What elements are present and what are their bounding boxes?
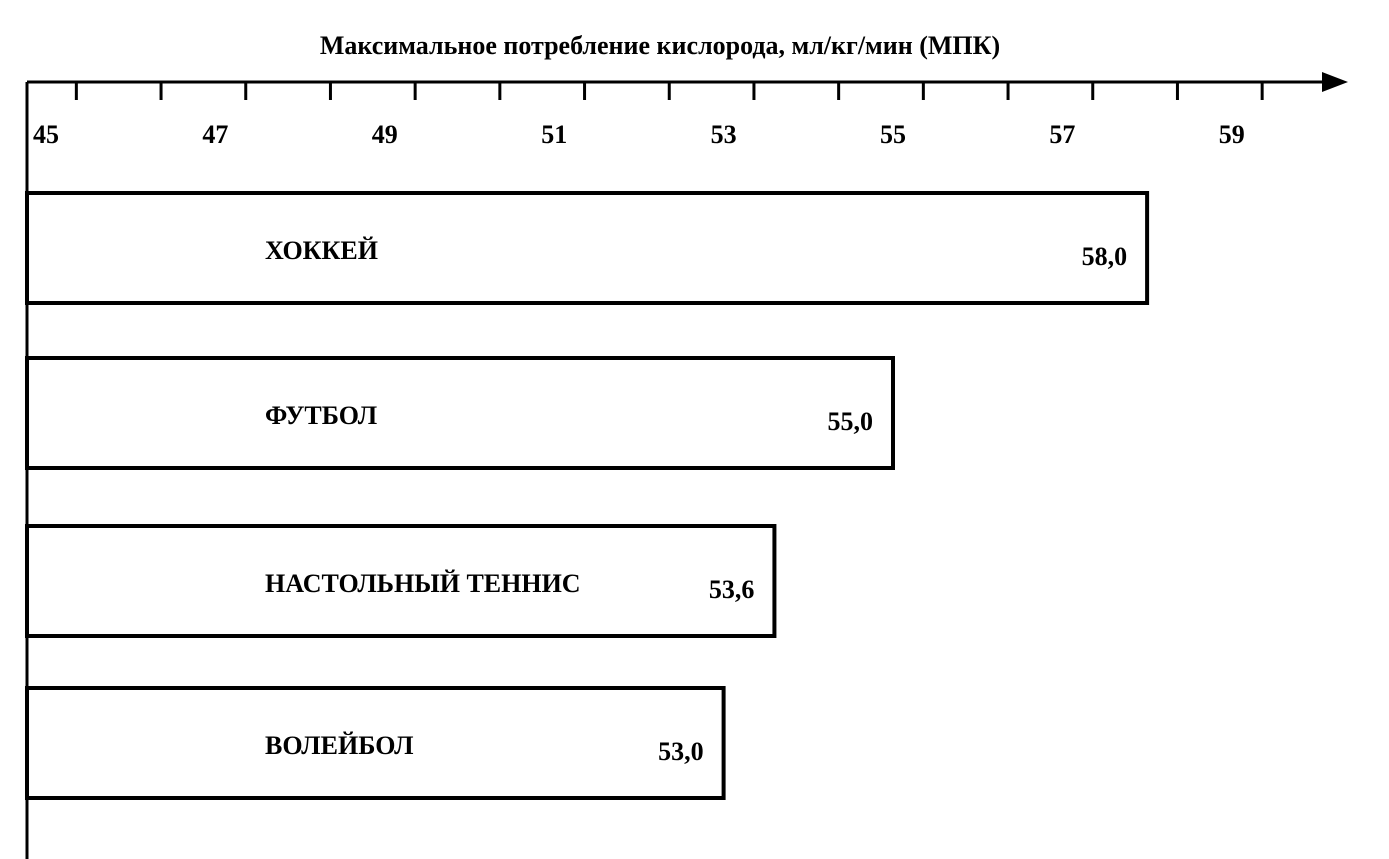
x-tick-label: 45 (33, 120, 59, 149)
bar (25, 356, 895, 470)
bar-value-label: 55,0 (828, 407, 874, 436)
x-tick-label: 57 (1049, 120, 1075, 149)
bar-category-label: ВОЛЕЙБОЛ (265, 731, 414, 760)
x-tick-label: 47 (202, 120, 228, 149)
bar-value-label: 53,6 (709, 575, 755, 604)
bar-value-label: 58,0 (1082, 242, 1128, 271)
bar-value-label: 53,0 (658, 737, 704, 766)
x-tick-label: 53 (711, 120, 737, 149)
bar-category-label: ХОККЕЙ (265, 236, 378, 265)
chart-title: Максимальное потребление кислорода, мл/к… (320, 31, 1000, 60)
x-tick-label: 51 (541, 120, 567, 149)
bar-category-label: ФУТБОЛ (265, 401, 377, 430)
bar (25, 686, 726, 800)
bar (25, 191, 1150, 305)
bar (25, 524, 777, 638)
x-tick-label: 59 (1219, 120, 1245, 149)
bar-category-label: НАСТОЛЬНЫЙ ТЕННИС (265, 569, 581, 598)
x-tick-label: 49 (372, 120, 398, 149)
x-tick-label: 55 (880, 120, 906, 149)
x-axis-arrow-icon (1322, 72, 1348, 92)
